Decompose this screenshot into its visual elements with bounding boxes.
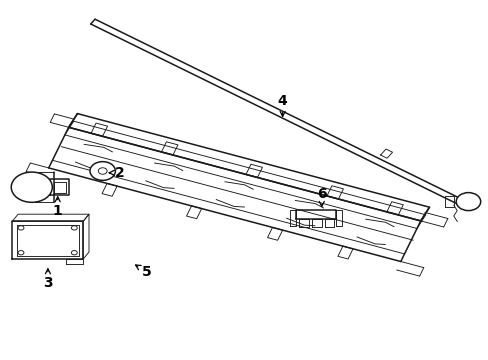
Text: 4: 4 — [277, 94, 287, 108]
Text: 6: 6 — [316, 188, 326, 201]
Text: 3: 3 — [43, 276, 53, 289]
Text: 5: 5 — [142, 265, 151, 279]
Text: 1: 1 — [53, 204, 62, 217]
Circle shape — [455, 193, 480, 211]
Circle shape — [11, 172, 52, 202]
Circle shape — [90, 162, 115, 180]
Text: 2: 2 — [115, 166, 124, 180]
